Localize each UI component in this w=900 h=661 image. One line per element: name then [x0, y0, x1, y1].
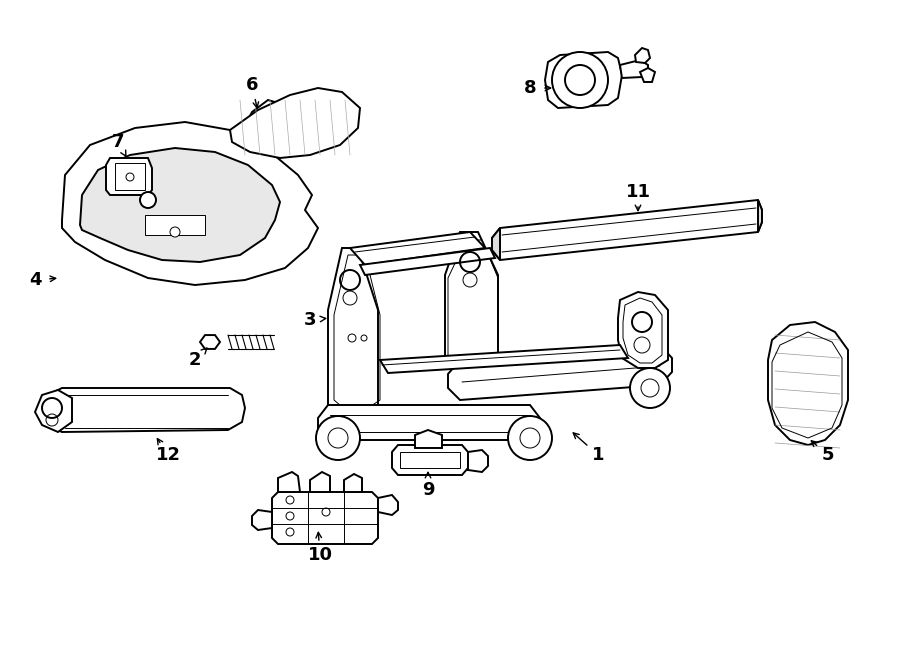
Polygon shape	[350, 232, 485, 265]
Circle shape	[140, 192, 156, 208]
Polygon shape	[106, 158, 152, 195]
Circle shape	[316, 416, 360, 460]
Polygon shape	[45, 388, 245, 432]
Polygon shape	[380, 345, 628, 373]
Polygon shape	[378, 495, 398, 515]
Polygon shape	[344, 474, 362, 492]
Text: 6: 6	[246, 76, 258, 94]
Polygon shape	[492, 228, 500, 260]
Polygon shape	[252, 510, 272, 530]
Polygon shape	[248, 100, 290, 132]
Circle shape	[508, 416, 552, 460]
Polygon shape	[310, 472, 330, 492]
Text: 10: 10	[308, 546, 332, 564]
Circle shape	[565, 65, 595, 95]
Polygon shape	[62, 122, 318, 285]
Polygon shape	[272, 492, 378, 544]
Polygon shape	[230, 88, 360, 158]
Circle shape	[126, 173, 134, 181]
Text: 8: 8	[524, 79, 536, 97]
Circle shape	[641, 379, 659, 397]
Text: 12: 12	[156, 446, 181, 464]
Polygon shape	[492, 200, 762, 260]
Polygon shape	[318, 405, 540, 440]
Polygon shape	[620, 60, 648, 78]
Circle shape	[552, 52, 608, 108]
Circle shape	[328, 428, 348, 448]
Text: 3: 3	[304, 311, 316, 329]
Polygon shape	[618, 292, 668, 368]
Polygon shape	[415, 430, 442, 448]
Text: 2: 2	[189, 351, 202, 369]
Text: 4: 4	[29, 271, 41, 289]
Polygon shape	[768, 322, 848, 445]
Circle shape	[170, 227, 180, 237]
Text: 11: 11	[626, 183, 651, 201]
Polygon shape	[445, 232, 498, 372]
Polygon shape	[360, 248, 495, 275]
Polygon shape	[635, 48, 650, 63]
Polygon shape	[468, 450, 488, 472]
Text: 9: 9	[422, 481, 434, 499]
Polygon shape	[545, 52, 622, 108]
Polygon shape	[392, 445, 468, 475]
Text: 1: 1	[592, 446, 604, 464]
Polygon shape	[640, 68, 655, 82]
Polygon shape	[758, 200, 762, 232]
Polygon shape	[448, 345, 672, 400]
Polygon shape	[328, 248, 378, 418]
Text: 5: 5	[822, 446, 834, 464]
Polygon shape	[278, 472, 300, 492]
Circle shape	[520, 428, 540, 448]
Polygon shape	[200, 335, 220, 349]
Polygon shape	[80, 148, 280, 262]
Circle shape	[630, 368, 670, 408]
Text: 7: 7	[112, 133, 124, 151]
Polygon shape	[145, 215, 205, 235]
Polygon shape	[332, 308, 370, 342]
Polygon shape	[35, 390, 72, 432]
